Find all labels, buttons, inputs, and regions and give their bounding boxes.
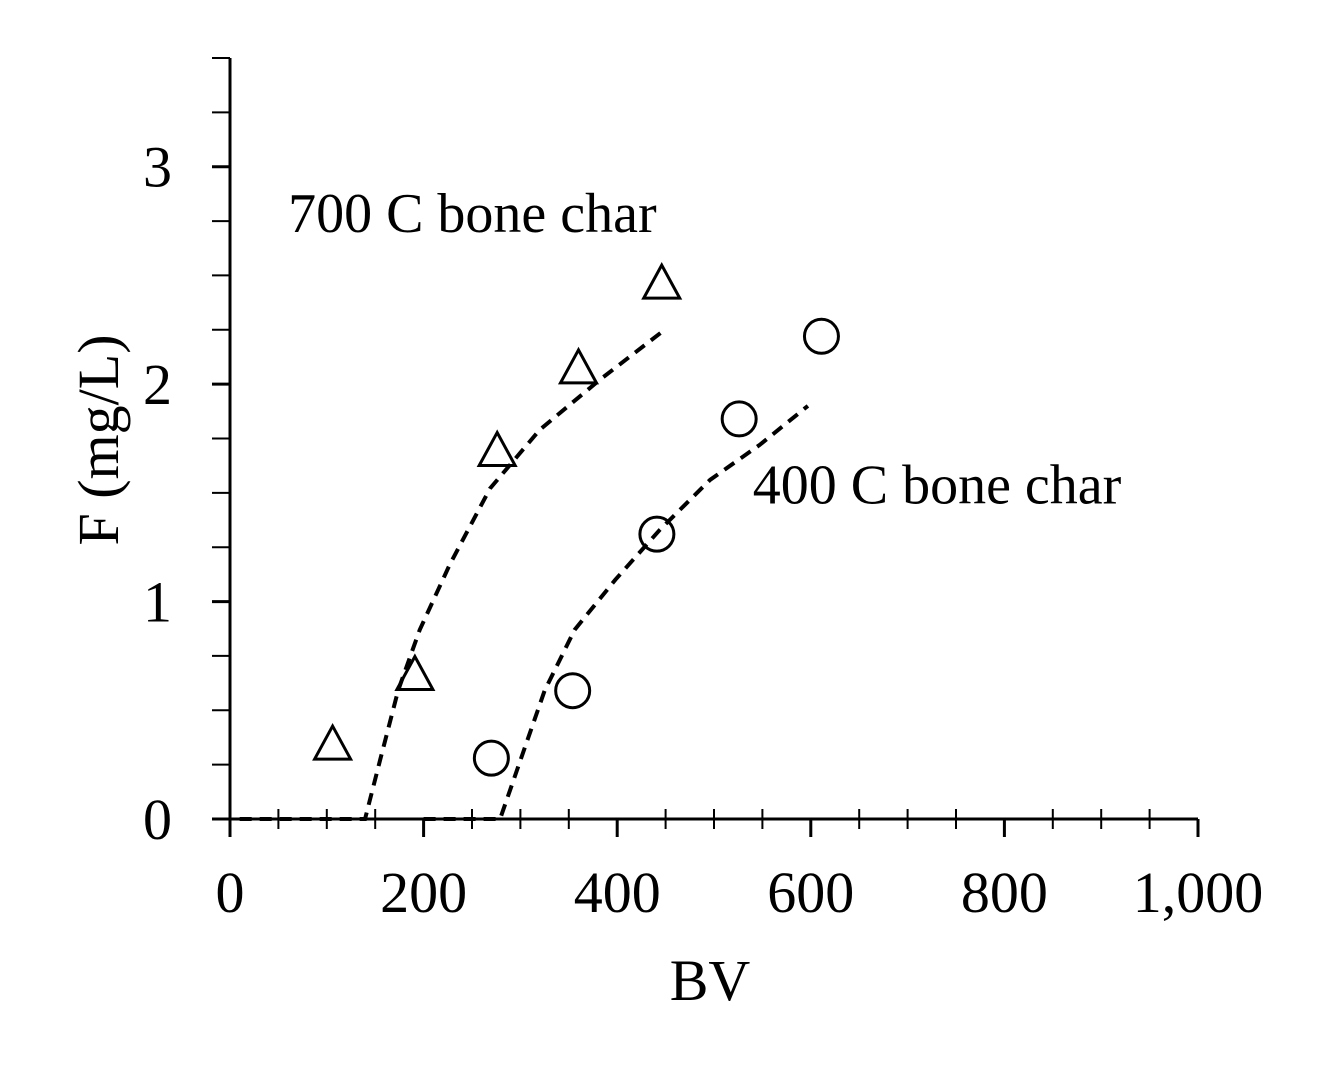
x-tick-label: 400 (574, 860, 661, 925)
x-tick-label: 0 (216, 860, 245, 925)
circle-marker (802, 317, 840, 355)
x-tick-label: 1,000 (1133, 860, 1264, 925)
triangle-marker (394, 653, 436, 691)
y-tick-label: 1 (143, 570, 172, 635)
y-tick-label: 3 (143, 135, 172, 200)
triangle-marker (641, 261, 683, 300)
circle-marker (720, 400, 758, 438)
triangle-marker (557, 346, 600, 385)
circle-marker (472, 739, 510, 777)
x-tick-label: 600 (767, 860, 854, 925)
annotation: 400 C bone char (753, 455, 1122, 517)
circle-marker (554, 672, 592, 710)
circle-marker (638, 515, 676, 553)
x-tick-label: 200 (380, 860, 467, 925)
x-tick-label: 800 (961, 860, 1048, 925)
x-axis-label: BV (670, 948, 751, 1013)
fit-line (423, 404, 810, 821)
y-axis-label: F (mg/L) (66, 334, 131, 545)
y-tick-label: 0 (143, 787, 172, 852)
triangle-marker (312, 722, 354, 761)
fit-line (239, 328, 666, 821)
y-tick-label: 2 (143, 352, 172, 417)
triangle-marker (476, 429, 518, 468)
annotation: 700 C bone char (288, 183, 657, 245)
